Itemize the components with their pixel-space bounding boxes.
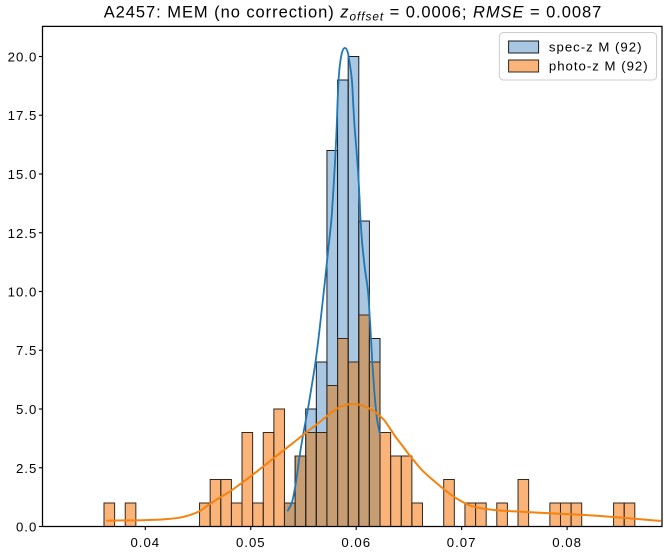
svg-text:12.5: 12.5 xyxy=(8,226,38,241)
svg-text:0.0: 0.0 xyxy=(16,520,37,535)
svg-text:15.0: 15.0 xyxy=(8,167,38,182)
svg-text:2.5: 2.5 xyxy=(16,461,37,476)
svg-text:7.5: 7.5 xyxy=(16,343,37,358)
svg-text:20.0: 20.0 xyxy=(8,50,38,65)
svg-text:0.08: 0.08 xyxy=(552,535,582,550)
svg-text:A2457: MEM (no correction) zof: A2457: MEM (no correction) zoffset = 0.0… xyxy=(104,4,603,24)
svg-text:5.0: 5.0 xyxy=(16,402,37,417)
svg-text:10.0: 10.0 xyxy=(8,285,38,300)
svg-text:17.5: 17.5 xyxy=(8,108,38,123)
svg-text:photo-z M (92): photo-z M (92) xyxy=(549,59,649,74)
svg-text:0.05: 0.05 xyxy=(236,535,266,550)
svg-text:0.06: 0.06 xyxy=(341,535,371,550)
svg-text:0.04: 0.04 xyxy=(130,535,160,550)
svg-text:spec-z M (92): spec-z M (92) xyxy=(549,40,643,55)
svg-text:0.07: 0.07 xyxy=(447,535,477,550)
